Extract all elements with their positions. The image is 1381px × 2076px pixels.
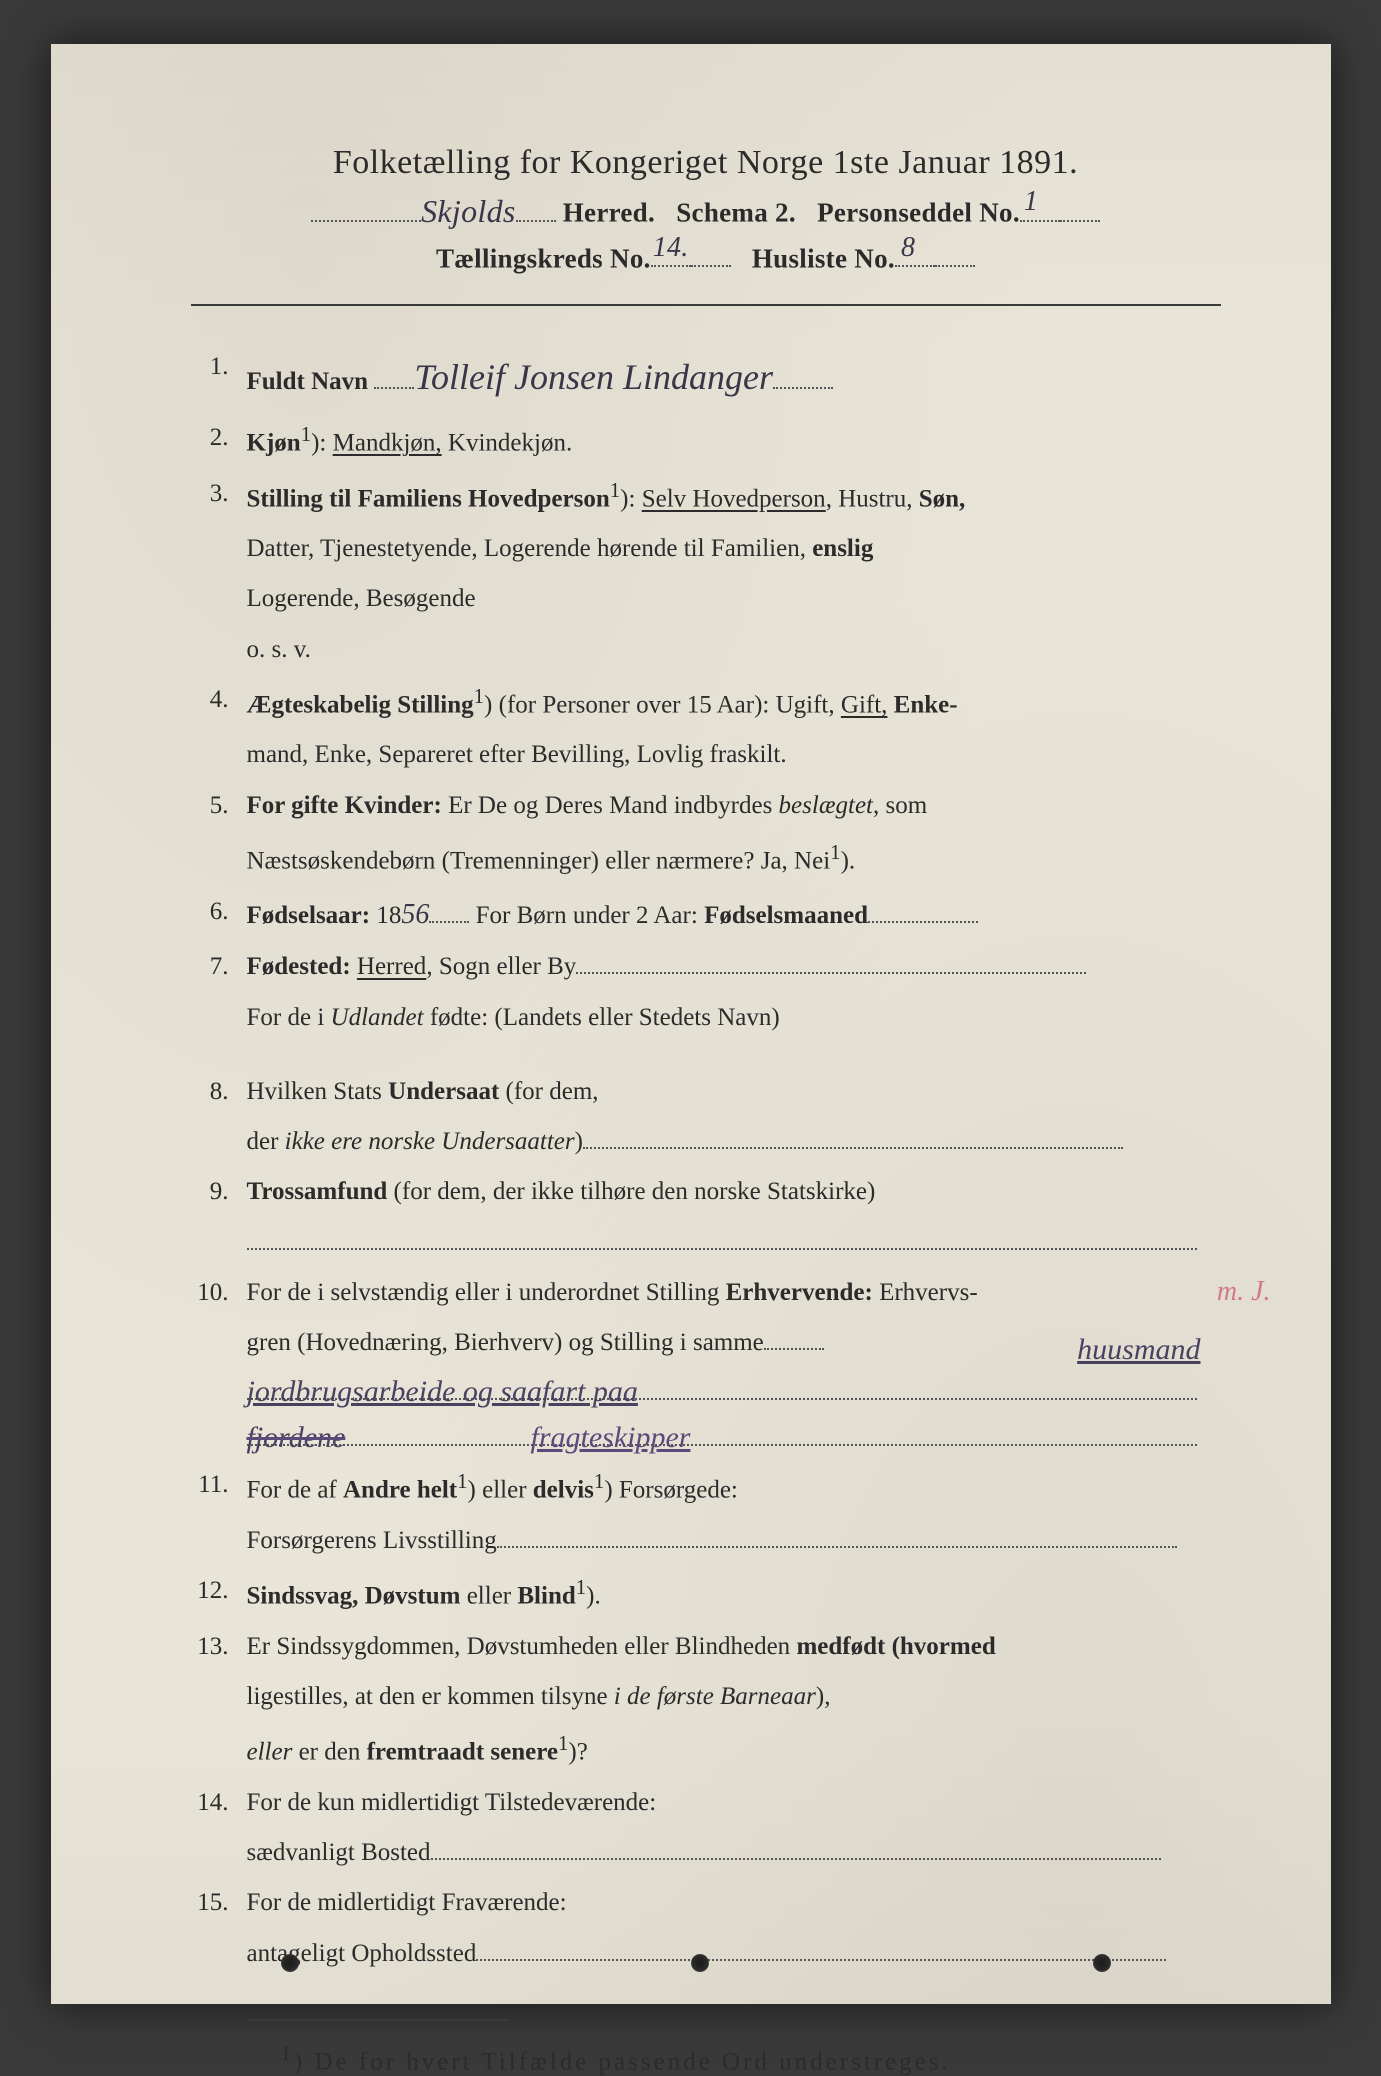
- footnote-ref: 1: [474, 684, 484, 708]
- header-divider: [191, 304, 1221, 306]
- field-label: Fødselsaar:: [247, 902, 377, 929]
- pink-annotation: m. J.: [1217, 1266, 1271, 1318]
- item-3: 3. Stilling til Familiens Hovedperson1):…: [191, 471, 1221, 523]
- husliste-hw: 8: [901, 232, 915, 264]
- hw-occupation-c-struck: fjordene: [247, 1410, 346, 1466]
- item-num: 8.: [191, 1069, 247, 1115]
- item-7-cont: For de i Udlandet fødte: (Landets eller …: [191, 995, 1221, 1041]
- tkreds-label: Tællingskreds No.: [436, 243, 651, 273]
- item-2: 2. Kjøn1): Mandkjøn, Kvindekjøn.: [191, 415, 1221, 467]
- item-14: 14. For de kun midlertidigt Tilstedevære…: [191, 1780, 1221, 1826]
- item-9: 9. Trossamfund (for dem, der ikke tilhør…: [191, 1169, 1221, 1215]
- item-num: 7.: [191, 944, 247, 990]
- name-handwriting: Tolleif Jonsen Lindanger: [414, 344, 773, 411]
- item-5-cont: Næstsøskendebørn (Tremenninger) eller næ…: [191, 833, 1221, 885]
- item-10-hw-b: jordbrugsarbeide og saafart paa: [191, 1370, 1221, 1412]
- personseddel-hw: 1: [1024, 186, 1038, 218]
- footnote: 1) De for hvert Tilfælde passende Ord un…: [191, 2041, 1221, 2076]
- option-selected: Mandkjøn,: [333, 429, 442, 456]
- item-num: 10.: [191, 1270, 247, 1316]
- item-num: 1.: [191, 344, 247, 411]
- item-13-cont2: eller er den fremtraadt senere1)?: [191, 1724, 1221, 1776]
- item-4-cont: mand, Enke, Separeret efter Bevilling, L…: [191, 732, 1221, 778]
- field-label: Fødested:: [247, 953, 357, 980]
- item-3-cont: Datter, Tjenestetyende, Logerende hørend…: [191, 526, 1221, 572]
- subtitle-line-2: Tællingskreds No.14. Husliste No.8: [191, 238, 1221, 275]
- item-10-hw-c: fjordene fragteskipper: [191, 1416, 1221, 1458]
- item-1: 1. Fuldt Navn Tolleif Jonsen Lindanger: [191, 344, 1221, 411]
- punch-hole-icon: [1093, 1954, 1111, 1972]
- field-label: Fuldt Navn: [247, 368, 369, 395]
- item-10-cont: gren (Hovednæring, Bierhverv) og Stillin…: [191, 1320, 1221, 1366]
- item-13-cont: ligestilles, at den er kommen tilsyne i …: [191, 1674, 1221, 1720]
- punch-hole-icon: [691, 1954, 709, 1972]
- item-15: 15. For de midlertidigt Fraværende:: [191, 1880, 1221, 1926]
- item-7: 7. Fødested: Herred, Sogn eller By: [191, 944, 1221, 990]
- footnote-ref: 1: [301, 422, 311, 446]
- subtitle-line-1: Skjolds Herred. Schema 2. Personseddel N…: [191, 192, 1221, 230]
- field-label: For gifte Kvinder:: [247, 792, 442, 819]
- year-hw: 56: [401, 889, 429, 941]
- item-3-cont3: o. s. v.: [191, 627, 1221, 673]
- item-num: 2.: [191, 415, 247, 467]
- field-label: Sindssvag, Døvstum: [247, 1582, 461, 1609]
- item-9-cont: [191, 1220, 1221, 1266]
- personseddel-label: Personseddel No.: [817, 198, 1020, 228]
- footnote-divider: [247, 2019, 507, 2021]
- hw-occupation-a: huusmand: [1077, 1322, 1200, 1378]
- item-num: 5.: [191, 783, 247, 829]
- option-text: Søn,: [919, 485, 966, 512]
- field-label: Ægteskabelig Stilling: [247, 691, 474, 718]
- option-text: Kvindekjøn.: [442, 429, 573, 456]
- form-header: Folketælling for Kongeriget Norge 1ste J…: [191, 144, 1221, 274]
- punch-hole-icon: [281, 1954, 299, 1972]
- field-label: Stilling til Familiens Hovedperson: [247, 485, 610, 512]
- census-form-page: Folketælling for Kongeriget Norge 1ste J…: [51, 44, 1331, 2004]
- item-num: 15.: [191, 1880, 247, 1926]
- option-selected: Selv Hovedperson: [642, 485, 826, 512]
- item-4: 4. Ægteskabelig Stilling1) (for Personer…: [191, 677, 1221, 729]
- herred-handwriting: Skjolds: [421, 193, 516, 230]
- item-num: 14.: [191, 1780, 247, 1826]
- item-num: 11.: [191, 1462, 247, 1514]
- item-num: 3.: [191, 471, 247, 523]
- form-body: 1. Fuldt Navn Tolleif Jonsen Lindanger 2…: [191, 344, 1221, 1976]
- schema-label: Schema 2.: [676, 198, 796, 228]
- field-label: Kjøn: [247, 429, 301, 456]
- option-selected: Gift,: [841, 691, 888, 718]
- item-num: 12.: [191, 1568, 247, 1620]
- item-13: 13. Er Sindssygdommen, Døvstumheden elle…: [191, 1624, 1221, 1670]
- item-num: 4.: [191, 677, 247, 729]
- item-8: 8. Hvilken Stats Undersaat (for dem,: [191, 1069, 1221, 1115]
- item-5: 5. For gifte Kvinder: Er De og Deres Man…: [191, 783, 1221, 829]
- item-num: 6.: [191, 889, 247, 941]
- item-num: 13.: [191, 1624, 247, 1670]
- item-6: 6. Fødselsaar: 1856 For Børn under 2 Aar…: [191, 889, 1221, 941]
- footnote-ref: 1: [610, 478, 620, 502]
- husliste-label: Husliste No.: [752, 243, 895, 273]
- field-label: Trossamfund: [247, 1178, 388, 1205]
- herred-label: Herred.: [563, 198, 655, 228]
- item-12: 12. Sindssvag, Døvstum eller Blind1).: [191, 1568, 1221, 1620]
- item-3-cont2: Logerende, Besøgende: [191, 576, 1221, 622]
- item-8-cont: der ikke ere norske Undersaatter): [191, 1119, 1221, 1165]
- item-11: 11. For de af Andre helt1) eller delvis1…: [191, 1462, 1221, 1514]
- item-14-cont: sædvanligt Bosted: [191, 1830, 1221, 1876]
- item-num: 9.: [191, 1169, 247, 1215]
- hw-occupation-c2: fragteskipper: [531, 1410, 691, 1466]
- option-selected: Herred: [357, 953, 426, 980]
- item-11-cont: Forsørgerens Livsstilling: [191, 1518, 1221, 1564]
- tkreds-hw: 14.: [653, 232, 689, 264]
- item-10: 10. For de i selvstændig eller i underor…: [191, 1270, 1221, 1316]
- main-title: Folketælling for Kongeriget Norge 1ste J…: [191, 144, 1221, 182]
